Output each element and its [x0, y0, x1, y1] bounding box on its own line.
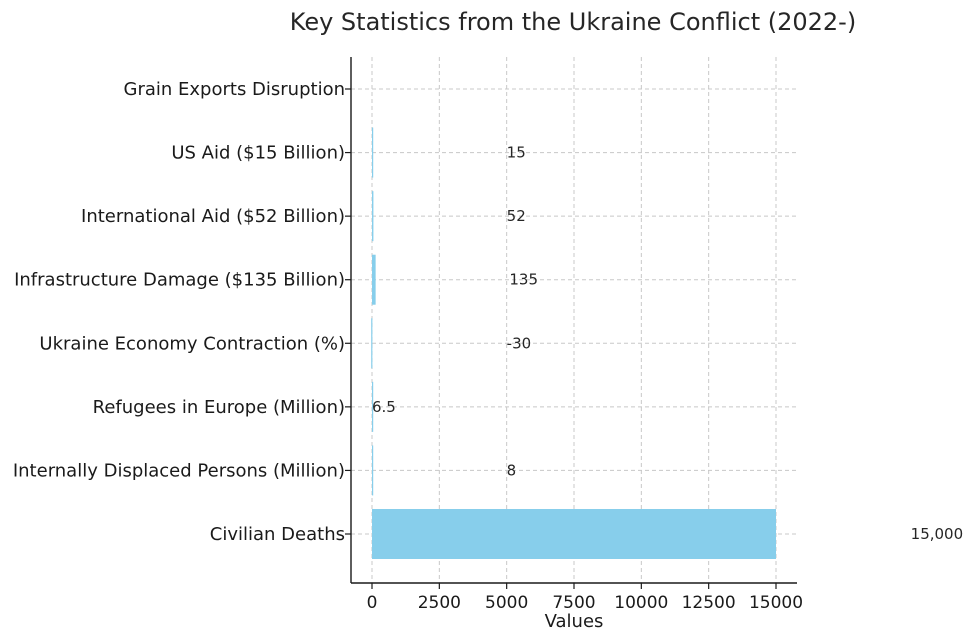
chart-title: Key Statistics from the Ukraine Conflict…: [290, 8, 856, 36]
category-label: Internally Displaced Persons (Million): [13, 460, 345, 481]
data-label: -30: [507, 334, 531, 352]
x-tick-label: 5000: [485, 593, 528, 613]
data-label: 15: [507, 144, 526, 162]
bar: [372, 445, 374, 496]
category-label: Infrastructure Damage ($135 Billion): [14, 270, 345, 291]
category-label: Civilian Deaths: [210, 524, 345, 545]
data-label: 135: [509, 271, 538, 289]
x-axis-label: Values: [545, 611, 604, 632]
x-tick-label: 10000: [614, 593, 668, 613]
bar: [371, 318, 373, 369]
category-label: Grain Exports Disruption: [124, 79, 345, 100]
axis-layer: 0 2500 5000 7500 10000 12500 15000 Civilian Dea…: [13, 57, 803, 613]
x-tick-label: 15000: [749, 593, 803, 613]
bar: [372, 381, 374, 432]
grid-layer: [351, 57, 797, 583]
x-tick-label: 7500: [552, 593, 595, 613]
data-label: 8: [507, 461, 517, 479]
bar: [372, 254, 376, 305]
category-label: International Aid ($52 Billion): [81, 206, 345, 227]
category-label: US Aid ($15 Billion): [171, 143, 345, 164]
data-label: 52: [507, 207, 526, 225]
label-layer: 15,000 8 6.5 -30 135 52 15: [372, 144, 963, 543]
bar: [372, 127, 374, 178]
category-label: Ukraine Economy Contraction (%): [39, 333, 345, 354]
x-tick-label: 0: [367, 593, 378, 613]
x-tick-label: 12500: [682, 593, 736, 613]
data-label: 15,000: [911, 525, 964, 543]
bar: [372, 509, 776, 559]
data-label: 6.5: [372, 398, 396, 416]
bar: [372, 191, 374, 242]
category-label: Refugees in Europe (Million): [93, 397, 345, 418]
x-tick-label: 2500: [418, 593, 461, 613]
bar-layer: [371, 127, 776, 559]
